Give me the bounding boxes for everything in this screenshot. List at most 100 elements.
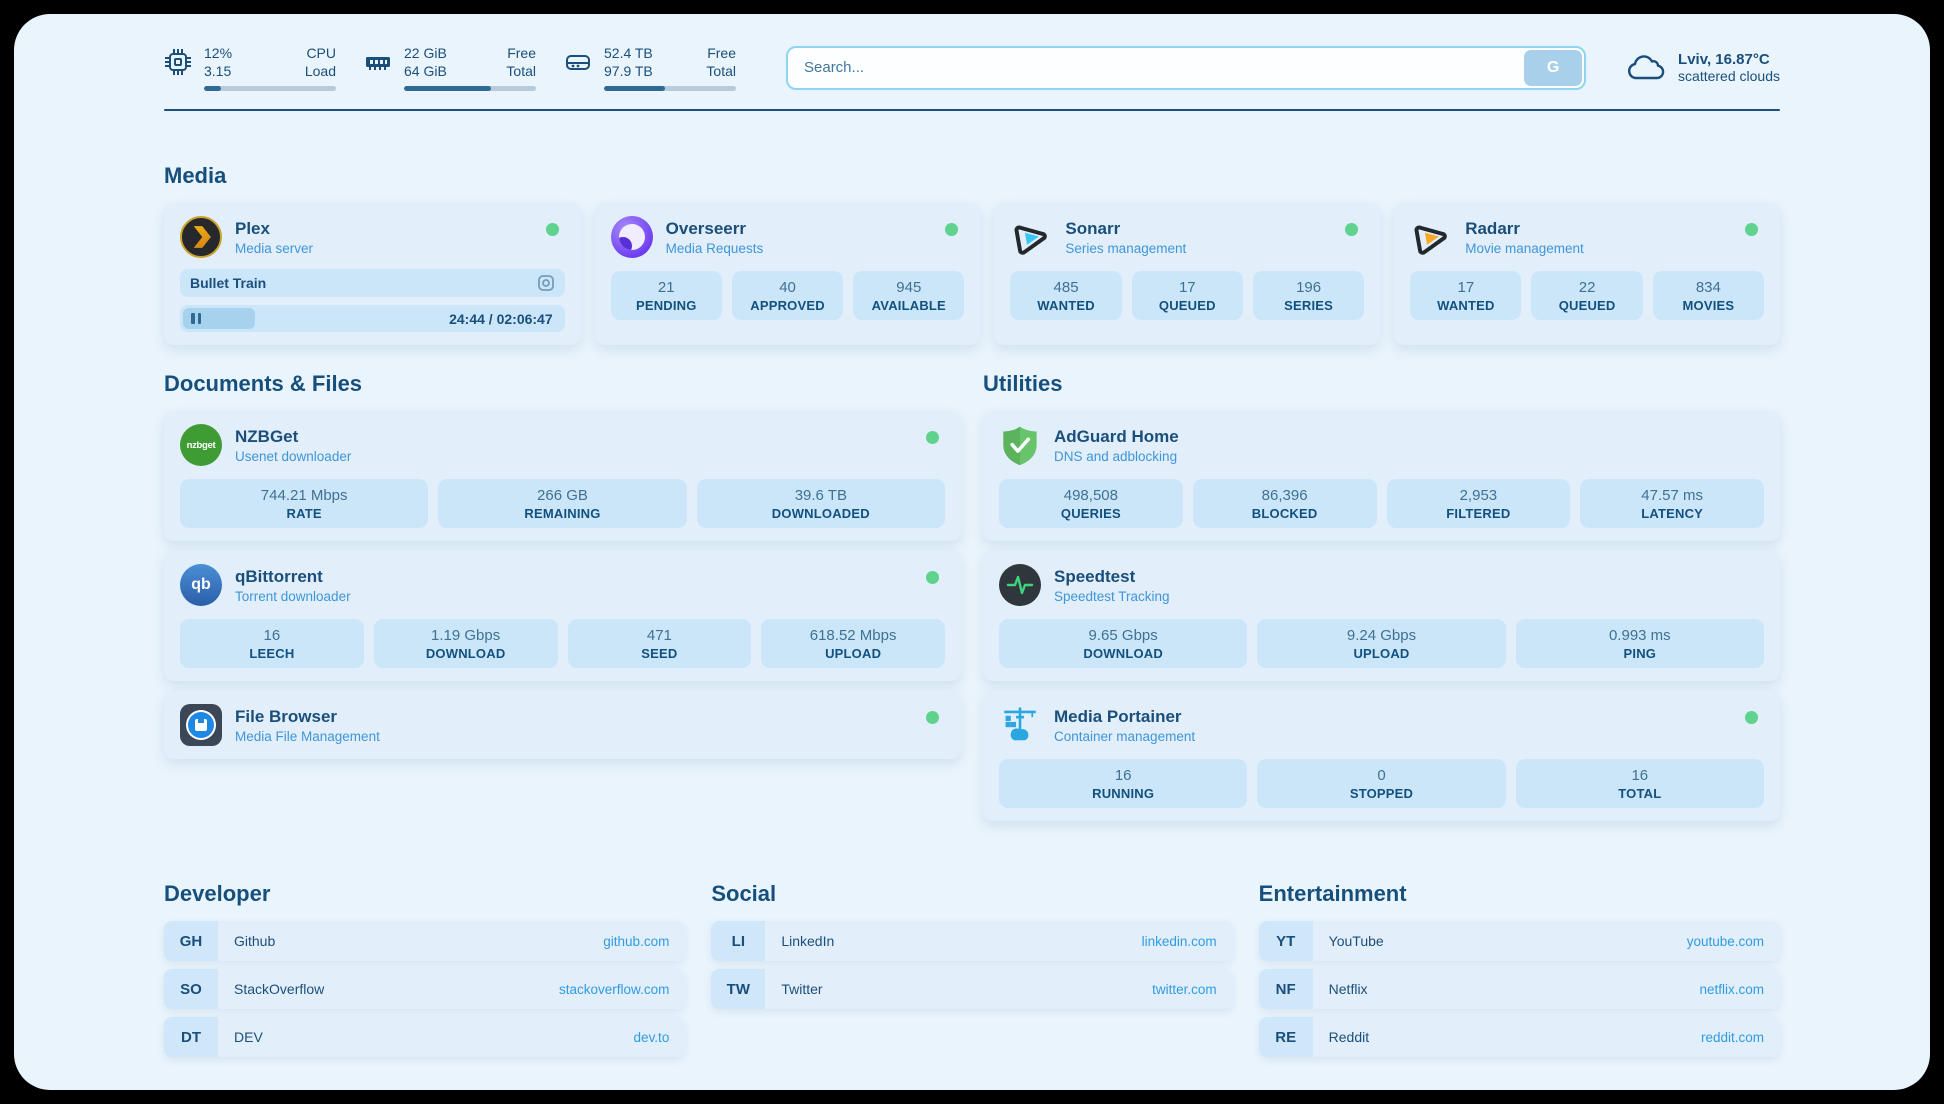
bookmark-twitter[interactable]: TW Twitter twitter.com <box>711 969 1233 1009</box>
memory-total-value: 64 GiB <box>404 63 447 79</box>
stat-blocked: 86,396 BLOCKED <box>1192 479 1377 528</box>
pause-icon <box>191 313 201 324</box>
section-title-media: Media <box>164 163 227 188</box>
media-type-icon <box>537 275 554 291</box>
section-title-social: Social <box>711 881 777 906</box>
bookmark-linkedin[interactable]: LI LinkedIn linkedin.com <box>711 921 1233 961</box>
bookmark-url: dev.to <box>633 1029 670 1045</box>
cpu-load-label: Load <box>304 63 336 79</box>
service-card-sonarr[interactable]: Sonarr Series management 485 WANTED 17 QUE… <box>994 203 1381 345</box>
service-card-radarr[interactable]: Radarr Movie management 17 WANTED 22 QUEUE… <box>1394 203 1780 345</box>
section-title-developer: Developer <box>164 881 271 906</box>
bookmark-netflix[interactable]: NF Netflix netflix.com <box>1258 969 1780 1009</box>
ram-icon <box>366 57 390 70</box>
stat-seed: 471 SEED <box>567 619 752 668</box>
playback-progress-bar: 24:44 / 02:06:47 <box>180 305 565 332</box>
service-desc: Media Requests <box>665 240 764 256</box>
service-card-nzbget[interactable]: nzbget NZBGet Usenet downloader 744.21 M… <box>164 411 961 541</box>
service-desc: Usenet downloader <box>235 448 352 464</box>
qbittorrent-icon: qb <box>180 564 222 606</box>
stat-queued: 17 QUEUED <box>1131 271 1243 320</box>
weather-location: Lviv, 16.87°C <box>1678 51 1770 68</box>
service-desc: Speedtest Tracking <box>1054 588 1170 604</box>
service-desc: Media server <box>235 240 314 256</box>
service-card-adguard[interactable]: AdGuard Home DNS and adblocking 498,508 Q… <box>983 411 1780 541</box>
cpu-usage-value: 12% <box>204 45 233 61</box>
overseerr-icon <box>610 216 653 258</box>
status-dot <box>926 431 939 444</box>
stat-ping: 0.993 ms PING <box>1515 619 1764 668</box>
disk-resource-widget: 52.4 TB Free 97.9 TB Total <box>564 44 736 91</box>
stat-approved: 40 APPROVED <box>731 271 844 320</box>
service-card-plex[interactable]: Plex Media server Bullet Train 24:44 / 0… <box>164 203 581 345</box>
service-name: Overseerr <box>665 218 746 238</box>
bookmark-github[interactable]: GH Github github.com <box>164 921 686 961</box>
now-playing-row: Bullet Train <box>180 269 565 297</box>
service-card-portainer[interactable]: Media Portainer Container management 16 R… <box>983 691 1780 821</box>
bookmark-abbr: NF <box>1258 969 1313 1009</box>
bookmark-dev[interactable]: DT DEV dev.to <box>164 1017 686 1057</box>
stat-stopped: 0 STOPPED <box>1257 759 1506 808</box>
bookmark-url: youtube.com <box>1686 933 1764 949</box>
stat-leech: 16 LEECH <box>180 619 364 668</box>
bookmark-abbr: YT <box>1258 921 1313 961</box>
service-name: Plex <box>235 218 270 238</box>
stat-download: 9.65 Gbps DOWNLOAD <box>999 619 1248 668</box>
bookmark-abbr: DT <box>164 1017 218 1057</box>
service-card-speedtest[interactable]: Speedtest Speedtest Tracking 9.65 Gbps DO… <box>983 551 1780 681</box>
bookmark-reddit[interactable]: RE Reddit reddit.com <box>1258 1017 1780 1057</box>
memory-free-value: 22 GiB <box>404 45 447 61</box>
stat-download: 1.19 Gbps DOWNLOAD <box>373 619 558 668</box>
bookmark-youtube[interactable]: YT YouTube youtube.com <box>1258 921 1780 961</box>
service-name: Speedtest <box>1054 566 1136 586</box>
service-name: Media Portainer <box>1054 706 1182 726</box>
bookmark-name: YouTube <box>1328 933 1384 949</box>
bookmark-abbr: TW <box>711 969 766 1009</box>
filebrowser-icon <box>180 704 222 746</box>
section-title-entertainment: Entertainment <box>1258 881 1407 906</box>
google-search-button[interactable]: G <box>1524 49 1583 86</box>
disk-icon <box>566 55 590 70</box>
cpu-label: CPU <box>306 45 336 61</box>
service-name: Radarr <box>1465 218 1521 238</box>
radarr-icon <box>1414 225 1447 255</box>
disk-total-value: 97.9 TB <box>604 63 653 79</box>
service-card-overseerr[interactable]: Overseerr Media Requests 21 PENDING 40 APP… <box>594 203 981 345</box>
memory-resource-widget: 22 GiB Free 64 GiB Total <box>364 44 536 91</box>
section-title-documents: Documents & Files <box>164 371 363 396</box>
stat-remaining: 266 GB REMAINING <box>438 479 687 528</box>
cpu-progress-bar <box>204 86 336 91</box>
search-input[interactable] <box>786 45 1587 90</box>
stat-running: 16 RUNNING <box>999 759 1248 808</box>
bookmark-name: Reddit <box>1328 1029 1370 1045</box>
status-dot <box>1745 711 1758 724</box>
stat-pending: 21 PENDING <box>610 271 722 320</box>
status-dot <box>926 571 939 584</box>
service-desc: Media File Management <box>235 728 380 744</box>
header-divider <box>164 109 1780 111</box>
bookmark-abbr: RE <box>1258 1017 1313 1057</box>
section-title-utilities: Utilities <box>983 371 1063 396</box>
service-desc: Torrent downloader <box>235 588 351 604</box>
now-playing-title: Bullet Train <box>190 275 267 291</box>
disk-free-label: Free <box>707 45 736 61</box>
status-dot <box>926 711 939 724</box>
stat-rate: 744.21 Mbps RATE <box>180 479 429 528</box>
stat-filtered: 2,953 FILTERED <box>1386 479 1571 528</box>
memory-total-label: Total <box>506 63 536 79</box>
bookmark-stackoverflow[interactable]: SO StackOverflow stackoverflow.com <box>164 969 686 1009</box>
playback-time: 24:44 / 02:06:47 <box>449 310 553 327</box>
service-card-filebrowser[interactable]: File Browser Media File Management <box>164 691 961 759</box>
sonarr-icon <box>1015 225 1048 255</box>
bookmark-url: reddit.com <box>1700 1029 1764 1045</box>
bookmark-abbr: LI <box>711 921 766 961</box>
disk-total-label: Total <box>706 63 736 79</box>
service-card-qbittorrent[interactable]: qb qBittorrent Torrent downloader 16 LEEC… <box>164 551 961 681</box>
stat-wanted: 485 WANTED <box>1010 271 1122 320</box>
bookmark-url: github.com <box>603 933 670 949</box>
search-bar: G <box>786 45 1587 90</box>
bookmark-name: Netflix <box>1328 981 1368 997</box>
stat-latency: 47.57 ms LATENCY <box>1580 479 1764 528</box>
bookmark-name: Twitter <box>781 981 823 997</box>
bookmark-url: linkedin.com <box>1141 933 1217 949</box>
